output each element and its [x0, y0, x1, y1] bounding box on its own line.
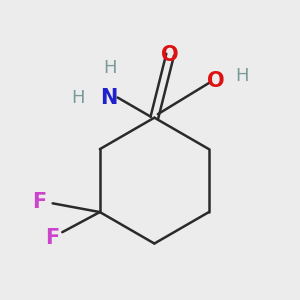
Text: O: O: [161, 45, 179, 65]
Text: O: O: [207, 71, 224, 91]
Text: H: H: [103, 59, 116, 77]
Text: H: H: [235, 67, 248, 85]
Text: F: F: [45, 228, 59, 248]
Text: F: F: [32, 192, 47, 212]
Text: H: H: [72, 88, 85, 106]
Text: N: N: [100, 88, 118, 108]
